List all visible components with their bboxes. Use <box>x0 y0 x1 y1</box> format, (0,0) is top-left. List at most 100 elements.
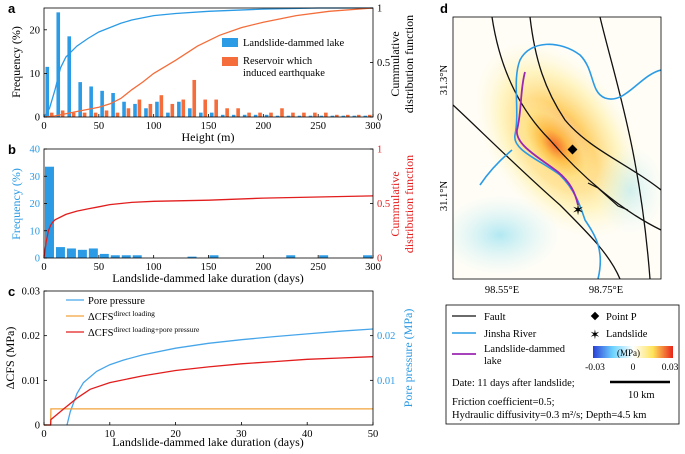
pc-y2tick-label: 0.02 <box>377 331 395 342</box>
legend-a-reservoir-2: induced earthquake <box>243 68 325 79</box>
pa-bar <box>115 112 120 117</box>
map-profile-line <box>587 182 629 211</box>
chart-b-frame <box>43 148 374 259</box>
map-point-p <box>567 144 578 155</box>
map-lon-9855: 98.55°E <box>485 285 519 296</box>
map-stress-field-negative-east <box>595 145 661 235</box>
legend-a-reservoir-1: Reservoir which <box>243 56 313 67</box>
pa-bar <box>104 110 109 117</box>
pc-series-line <box>44 408 373 426</box>
pa-bar <box>67 36 72 118</box>
chart-b-ylabel: Frequency (%) <box>9 168 23 240</box>
pa-bar <box>192 79 197 117</box>
map-landslide-dammed-lake <box>516 71 579 206</box>
pa-bar <box>100 90 104 117</box>
pb-y2tick-label: 0 <box>377 254 382 265</box>
chart-b-y2label-1: Cummulative <box>388 171 402 236</box>
chart-a-xlabel: Height (m) <box>182 130 235 144</box>
pa-bar <box>122 101 126 117</box>
legend-lake: Landslide-dammed <box>484 344 566 355</box>
pa-bar <box>225 108 229 117</box>
pc-series-line <box>66 328 374 426</box>
pa-ytick-label: 0 <box>35 113 40 124</box>
pa-bar <box>242 114 247 117</box>
pb-xtick-label: 250 <box>310 262 326 273</box>
legend-fault: Fault <box>484 312 506 323</box>
pc-ytick-label: 0.03 <box>22 287 40 298</box>
map-d: ✶ 31.3°N 31.1°N 98.55°E 98.75°E <box>439 16 662 296</box>
chart-c-ylabel: ΔCFS (MPa) <box>3 327 17 390</box>
pa-bar <box>345 114 350 117</box>
pa-bar <box>313 112 317 117</box>
pa-bar <box>356 114 361 117</box>
pb-ytick-label: 30 <box>30 172 41 183</box>
legend-point-p-icon <box>590 311 600 321</box>
pa-xtick-label: 50 <box>94 121 105 132</box>
pa-bar <box>264 114 269 117</box>
pa-ytick-label: 20 <box>30 25 41 36</box>
pa-bar <box>275 115 280 117</box>
legend-c-pore: Pore pressure <box>88 296 145 307</box>
legend-a-lake-swatch <box>222 38 238 47</box>
chart-c-frame <box>43 290 374 426</box>
pb-bar <box>132 255 142 258</box>
pa-series-line <box>43 7 373 118</box>
chart-c: 0 10 20 30 40 50 0 0.01 0.02 0.03 0.01 0.02 <box>22 287 396 441</box>
pa-y2tick-label: 0.5 <box>377 58 390 69</box>
chart-a-ylabel: Frequency (%) <box>9 26 23 98</box>
pa-bar <box>231 114 236 117</box>
pb-ytick-label: 40 <box>30 145 41 156</box>
pa-bar <box>214 99 218 117</box>
pa-xtick-label: 150 <box>201 121 217 132</box>
pa-y2tick-label: 0 <box>377 113 382 124</box>
pb-bar <box>209 255 219 258</box>
pb-xtick-label: 100 <box>146 262 162 273</box>
pa-bar <box>199 112 203 117</box>
pc-xtick-label: 0 <box>41 429 46 440</box>
pa-bar <box>126 108 131 117</box>
panel-d-label: d <box>440 1 448 16</box>
pa-bar <box>367 114 372 117</box>
pa-xtick-label: 250 <box>310 121 326 132</box>
pa-bar <box>324 112 328 117</box>
map-fault-4 <box>599 17 651 279</box>
pa-bar <box>363 115 368 117</box>
pa-bar <box>258 112 262 117</box>
pb-xtick-label: 300 <box>365 262 381 273</box>
map-stress-field-negative <box>453 195 560 275</box>
pb-bar <box>319 255 329 258</box>
pb-bar <box>110 255 120 258</box>
pb-bar <box>363 255 373 258</box>
pb-bar <box>88 248 98 258</box>
pc-xtick-label: 40 <box>302 429 313 440</box>
pc-ytick-label: 0.01 <box>22 376 40 387</box>
pa-series-line <box>43 7 374 118</box>
pa-bar <box>308 115 313 117</box>
pa-ytick-label: 10 <box>30 69 41 80</box>
panel-b-label: b <box>8 142 16 157</box>
pb-xtick-label: 0 <box>41 262 46 273</box>
pa-bar <box>269 112 273 117</box>
pa-xtick-label: 200 <box>255 121 271 132</box>
legend-date: Date: 11 days after landslide; <box>452 378 575 389</box>
pa-bar <box>335 114 339 117</box>
pb-xtick-label: 200 <box>255 262 271 273</box>
pa-bar <box>302 112 306 117</box>
legend-river: Jinsha River <box>484 329 537 340</box>
pc-ytick-label: 0 <box>35 421 40 432</box>
pb-bar <box>77 249 87 258</box>
pa-xtick-label: 100 <box>146 121 162 132</box>
legend-landslide-icon: ✶ <box>590 328 601 343</box>
pa-bar <box>319 115 324 117</box>
chart-a-y2label-1: Cummulative <box>388 31 402 96</box>
pa-bar <box>45 66 50 117</box>
pa-bar <box>181 99 186 117</box>
panel-a-label: a <box>8 1 16 16</box>
panel-c-label: c <box>8 284 15 299</box>
pa-bar <box>297 115 302 117</box>
legend-c-combined: ΔCFSdirect loading+pore pressure <box>88 325 200 339</box>
pb-bar <box>286 255 296 258</box>
pa-bar <box>133 103 137 117</box>
